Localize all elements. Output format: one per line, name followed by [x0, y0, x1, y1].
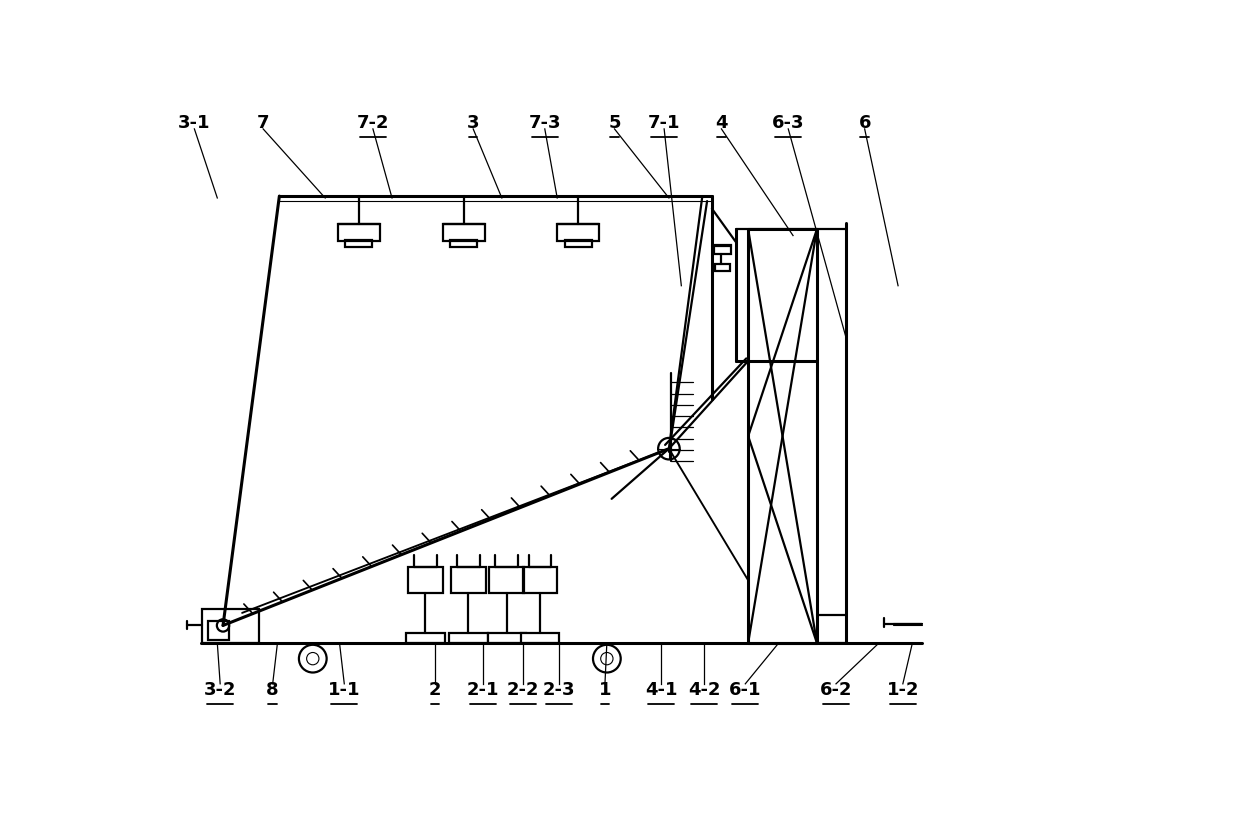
Text: 6-1: 6-1 — [729, 681, 761, 699]
Bar — [521, 633, 559, 643]
Bar — [337, 225, 379, 241]
Bar — [714, 264, 730, 271]
Text: 2-2: 2-2 — [507, 681, 539, 699]
Text: 4: 4 — [715, 114, 728, 132]
Text: 1-2: 1-2 — [887, 681, 919, 699]
Text: 4-2: 4-2 — [688, 681, 720, 699]
Text: 3-1: 3-1 — [179, 114, 211, 132]
Text: 7: 7 — [257, 114, 269, 132]
Bar — [565, 240, 591, 247]
Bar — [407, 633, 444, 643]
Bar — [714, 245, 732, 254]
Bar — [202, 609, 259, 643]
Bar — [490, 567, 523, 593]
Bar — [523, 567, 557, 593]
Bar — [487, 633, 526, 643]
Bar — [408, 567, 443, 593]
Text: 6: 6 — [858, 114, 870, 132]
Bar — [208, 621, 228, 640]
Text: 6-2: 6-2 — [820, 681, 852, 699]
Text: 6-3: 6-3 — [773, 114, 805, 132]
Bar — [345, 240, 372, 247]
Text: 2-3: 2-3 — [543, 681, 575, 699]
Text: 7-1: 7-1 — [647, 114, 681, 132]
Text: 1: 1 — [599, 681, 611, 699]
Bar — [443, 225, 485, 241]
Text: 4-1: 4-1 — [645, 681, 677, 699]
Text: 5: 5 — [609, 114, 621, 132]
Text: 7-2: 7-2 — [357, 114, 389, 132]
Bar — [450, 240, 477, 247]
Bar — [449, 633, 487, 643]
Text: 3: 3 — [467, 114, 480, 132]
Bar — [557, 225, 599, 241]
Text: 3-2: 3-2 — [203, 681, 237, 699]
Text: 1-1: 1-1 — [329, 681, 361, 699]
Text: 7-3: 7-3 — [528, 114, 560, 132]
Text: 2: 2 — [429, 681, 441, 699]
Text: 2-1: 2-1 — [466, 681, 498, 699]
Bar — [451, 567, 486, 593]
Text: 8: 8 — [267, 681, 279, 699]
